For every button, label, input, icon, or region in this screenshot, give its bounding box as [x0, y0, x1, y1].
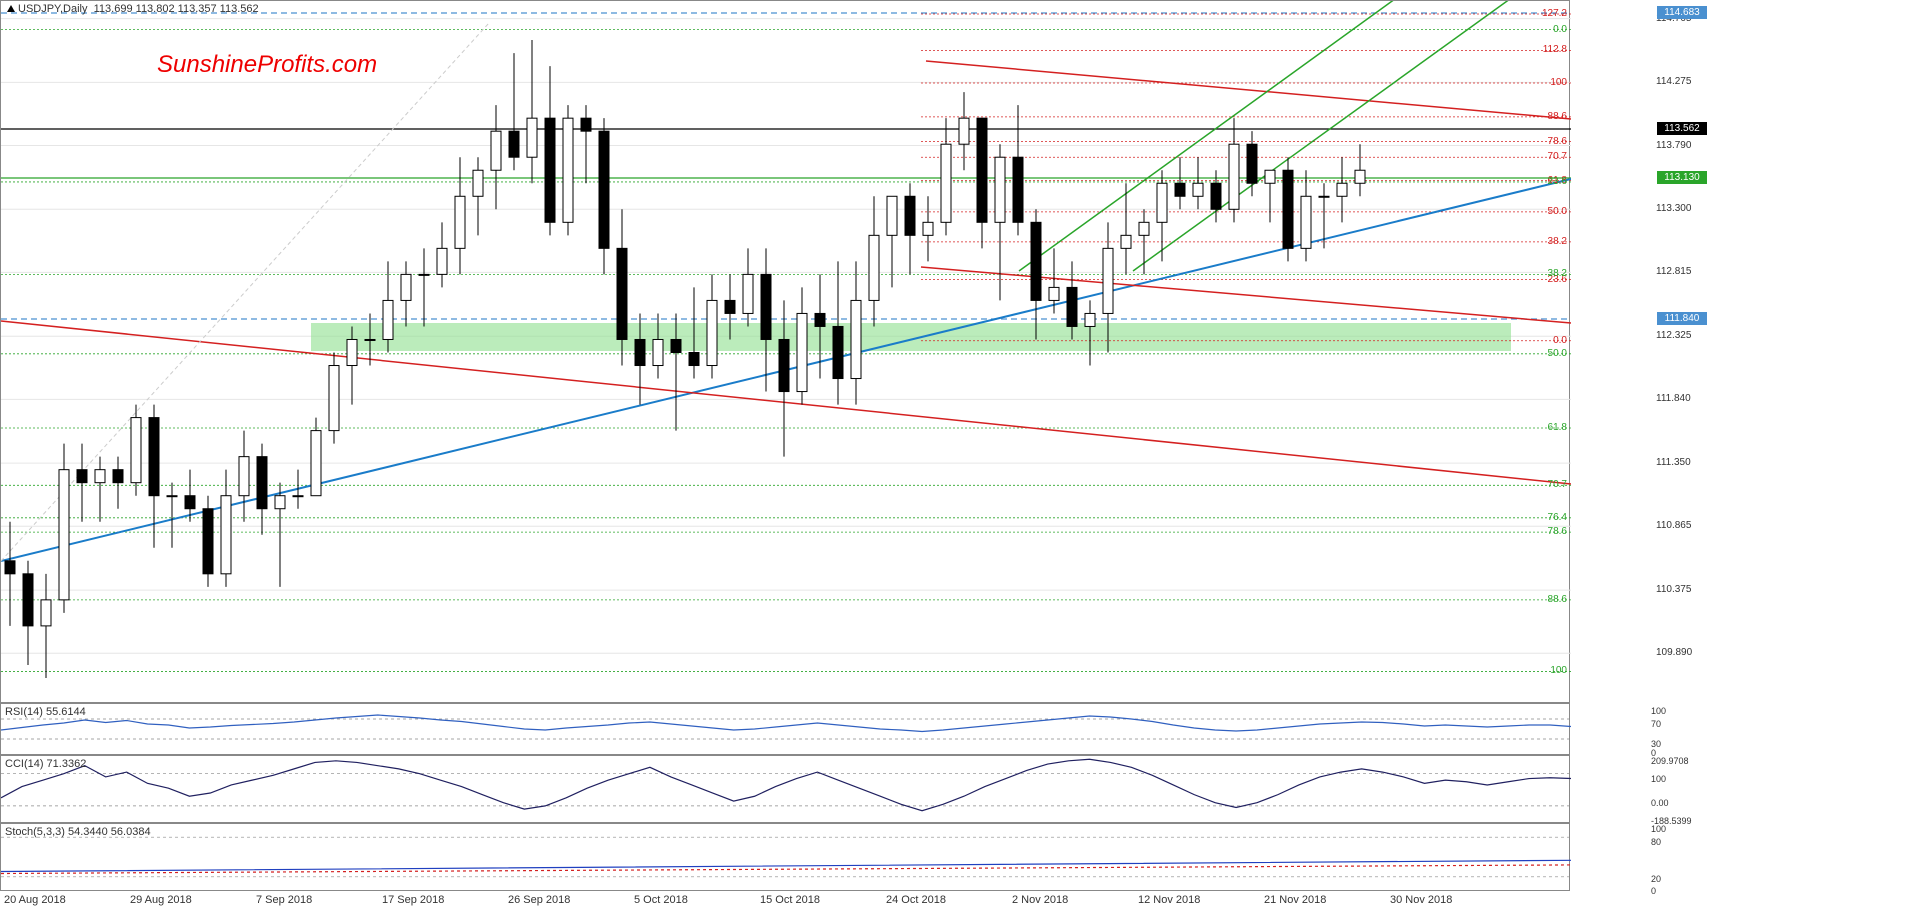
price-tick: 113.790 [1656, 140, 1706, 151]
stoch-panel[interactable]: Stoch(5,3,3) 54.3440 56.0384 10080200 [0, 823, 1570, 891]
fib-label-green: 100 [1550, 665, 1567, 676]
price-tick: 111.840 [1656, 393, 1706, 404]
date-tick: 20 Aug 2018 [4, 894, 66, 906]
fib-label-red: 127.2 [1542, 8, 1567, 19]
date-tick: 17 Sep 2018 [382, 894, 444, 906]
indicator-tick: 100 [1651, 774, 1696, 784]
date-tick: 2 Nov 2018 [1012, 894, 1068, 906]
fib-label-green: 61.8 [1548, 422, 1567, 433]
fib-label-green: 78.6 [1548, 526, 1567, 537]
indicator-tick: 100 [1651, 706, 1696, 716]
indicator-tick: 0 [1651, 886, 1696, 896]
fib-label-red: 88.6 [1548, 111, 1567, 122]
indicator-tick: 80 [1651, 837, 1696, 847]
rsi-label: RSI(14) 55.6144 [5, 706, 86, 718]
indicator-tick: 100 [1651, 824, 1696, 834]
fib-label-red: 0.0 [1553, 335, 1567, 346]
fib-label-green: 70.7 [1548, 479, 1567, 490]
fib-label-red: 50.0 [1548, 206, 1567, 217]
price-badge: 113.130 [1657, 171, 1707, 184]
date-tick: 21 Nov 2018 [1264, 894, 1326, 906]
price-tick: 112.815 [1656, 266, 1706, 277]
price-tick: 112.325 [1656, 330, 1706, 341]
date-tick: 30 Nov 2018 [1390, 894, 1452, 906]
rsi-panel[interactable]: RSI(14) 55.6144 10070300 [0, 703, 1570, 755]
chart-title: USDJPY,Daily 113.699 113.802 113.357 113… [7, 3, 259, 15]
price-badge: 114.683 [1657, 6, 1707, 19]
indicator-tick: 209.9708 [1651, 756, 1696, 766]
price-badge: 111.840 [1657, 312, 1707, 325]
indicator-tick: 70 [1651, 719, 1696, 729]
price-tick: 111.350 [1656, 457, 1706, 468]
date-tick: 24 Oct 2018 [886, 894, 946, 906]
main-price-chart[interactable]: USDJPY,Daily 113.699 113.802 113.357 113… [0, 0, 1570, 703]
date-tick: 26 Sep 2018 [508, 894, 570, 906]
cci-panel[interactable]: CCI(14) 71.3362 209.97081000.00-188.5399 [0, 755, 1570, 823]
price-tick: 113.300 [1656, 203, 1706, 214]
fib-label-green: 50.0 [1548, 348, 1567, 359]
fib-label-green: 38.2 [1548, 268, 1567, 279]
watermark: SunshineProfits.com [157, 51, 377, 79]
price-tick: 110.375 [1656, 584, 1706, 595]
fib-label-red: 78.6 [1548, 136, 1567, 147]
indicator-tick: 0.00 [1651, 798, 1696, 808]
date-tick: 5 Oct 2018 [634, 894, 688, 906]
fib-label-red: 100 [1550, 77, 1567, 88]
fib-label-green: 76.4 [1548, 512, 1567, 523]
fib-label-red: 112.8 [1543, 44, 1567, 55]
date-tick: 12 Nov 2018 [1138, 894, 1200, 906]
fib-label-green: 88.6 [1548, 594, 1567, 605]
date-tick: 29 Aug 2018 [130, 894, 192, 906]
fib-label-green: 0.0 [1553, 24, 1567, 35]
cci-label: CCI(14) 71.3362 [5, 758, 86, 770]
fib-label-red: 70.7 [1548, 151, 1567, 162]
indicator-tick: 20 [1651, 874, 1696, 884]
price-tick: 109.890 [1656, 647, 1706, 658]
fib-label-red: 38.2 [1548, 236, 1567, 247]
price-badge: 113.562 [1657, 122, 1707, 135]
date-axis: 20 Aug 2018 29 Aug 2018 7 Sep 2018 17 Sep 2… [0, 891, 1570, 919]
price-tick: 110.865 [1656, 520, 1706, 531]
stoch-label: Stoch(5,3,3) 54.3440 56.0384 [5, 826, 151, 838]
fib-label-green: 23.6 [1548, 176, 1567, 187]
date-tick: 7 Sep 2018 [256, 894, 312, 906]
date-tick: 15 Oct 2018 [760, 894, 820, 906]
price-tick: 114.275 [1656, 76, 1706, 87]
